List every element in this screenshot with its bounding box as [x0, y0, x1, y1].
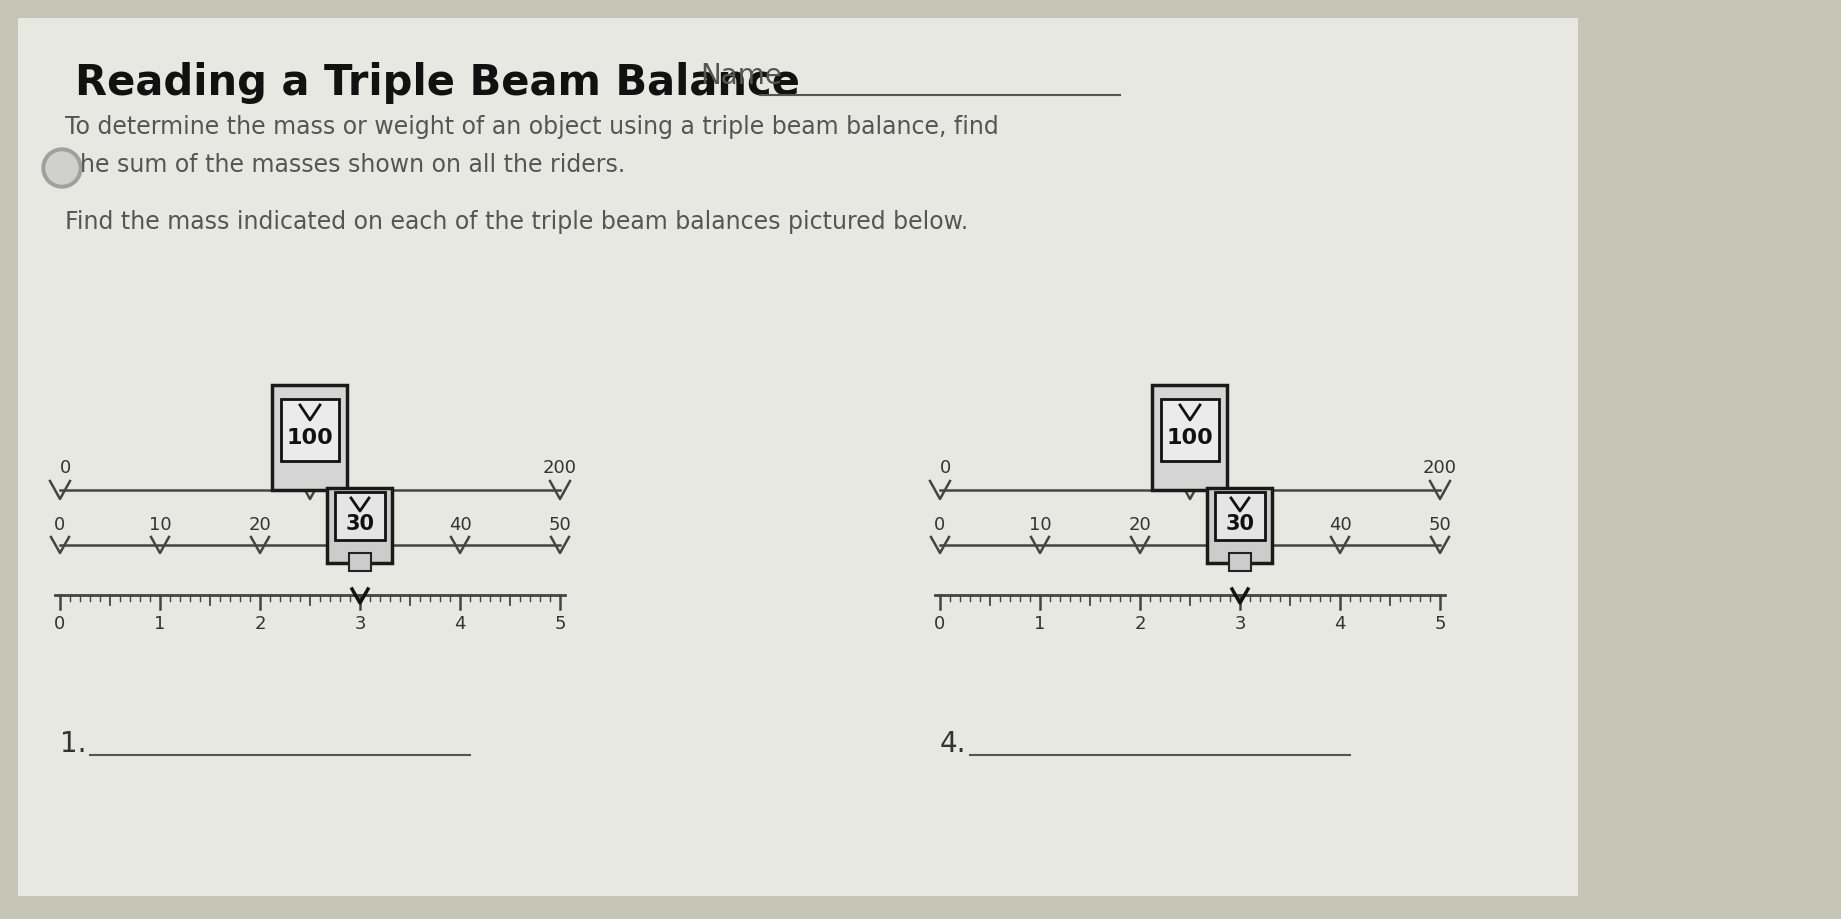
- Text: 3: 3: [353, 615, 366, 633]
- Circle shape: [46, 152, 77, 184]
- Text: 4: 4: [455, 615, 466, 633]
- Bar: [350, 553, 372, 571]
- Text: 100: 100: [293, 459, 328, 477]
- Text: 30: 30: [1228, 516, 1252, 534]
- Bar: [18, 18, 1578, 896]
- Text: 1: 1: [1035, 615, 1046, 633]
- Text: 100: 100: [1173, 459, 1208, 477]
- Bar: [272, 385, 348, 490]
- Text: 4: 4: [1335, 615, 1346, 633]
- Bar: [1152, 385, 1228, 490]
- Text: 2: 2: [1134, 615, 1145, 633]
- Text: 10: 10: [1029, 516, 1051, 534]
- Text: 50: 50: [549, 516, 571, 534]
- Text: To determine the mass or weight of an object using a triple beam balance, find: To determine the mass or weight of an ob…: [64, 115, 1000, 139]
- Text: 1: 1: [155, 615, 166, 633]
- Text: 4.: 4.: [941, 730, 967, 758]
- Text: 1.: 1.: [61, 730, 87, 758]
- Bar: [1215, 492, 1265, 540]
- Text: 50: 50: [1429, 516, 1451, 534]
- Text: 2: 2: [254, 615, 265, 633]
- Text: 0: 0: [935, 615, 946, 633]
- Text: 0: 0: [55, 615, 66, 633]
- Text: 0: 0: [941, 459, 952, 477]
- Bar: [1162, 399, 1219, 461]
- Text: 30: 30: [346, 514, 374, 534]
- Text: Find the mass indicated on each of the triple beam balances pictured below.: Find the mass indicated on each of the t…: [64, 210, 968, 234]
- Text: 5: 5: [1434, 615, 1445, 633]
- Bar: [328, 488, 392, 563]
- Text: Reading a Triple Beam Balance: Reading a Triple Beam Balance: [75, 62, 799, 104]
- Text: Name: Name: [700, 62, 782, 90]
- Text: 0: 0: [61, 459, 72, 477]
- Text: 0: 0: [935, 516, 946, 534]
- Bar: [1230, 553, 1252, 571]
- Text: 200: 200: [543, 459, 576, 477]
- Circle shape: [42, 148, 83, 188]
- Text: he sum of the masses shown on all the riders.: he sum of the masses shown on all the ri…: [79, 153, 626, 177]
- Text: 3: 3: [1233, 615, 1246, 633]
- Text: 100: 100: [1167, 428, 1213, 448]
- Text: 20: 20: [1129, 516, 1151, 534]
- Text: 0: 0: [55, 516, 66, 534]
- Text: 20: 20: [249, 516, 271, 534]
- Text: 30: 30: [1226, 514, 1254, 534]
- Text: 200: 200: [1423, 459, 1456, 477]
- Text: 30: 30: [348, 516, 372, 534]
- Bar: [282, 399, 339, 461]
- Bar: [1208, 488, 1272, 563]
- Text: 10: 10: [149, 516, 171, 534]
- Text: 5: 5: [554, 615, 565, 633]
- Text: 100: 100: [287, 428, 333, 448]
- Text: 40: 40: [449, 516, 471, 534]
- Bar: [335, 492, 385, 540]
- Text: 40: 40: [1329, 516, 1351, 534]
